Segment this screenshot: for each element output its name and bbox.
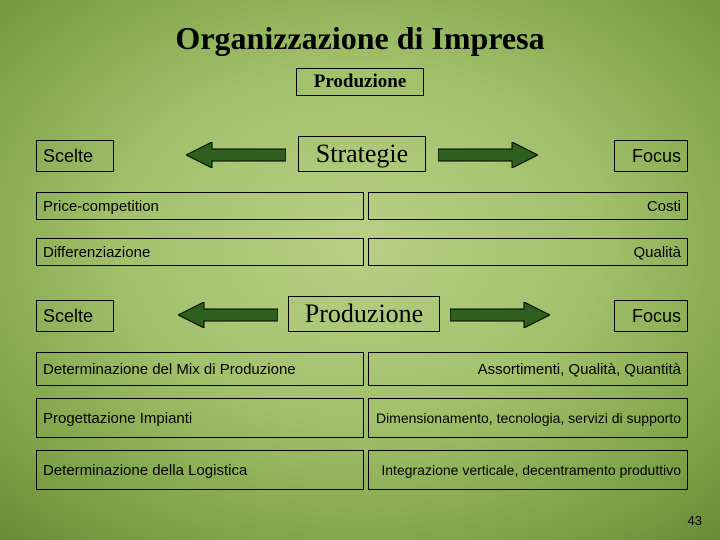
s1-focus-box: Focus [614,140,688,172]
s2-r0-right: Assortimenti, Qualità, Quantità [478,361,681,378]
table-row: Price-competition [36,192,364,220]
s2-r2-right: Integrazione verticale, decentramento pr… [381,462,681,478]
table-row: Differenziazione [36,238,364,266]
s1-r0-left: Price-competition [43,198,159,215]
arrow-left-icon [178,302,278,328]
s1-center-box: Strategie [298,136,426,172]
table-row: Determinazione del Mix di Produzione [36,352,364,386]
s2-focus-label: Focus [632,306,681,327]
s1-center-label: Strategie [316,139,408,169]
slide: { "title": "Organizzazione di Impresa", … [0,0,720,540]
s2-r1-left: Progettazione Impianti [43,410,192,427]
s2-r1-right: Dimensionamento, tecnologia, servizi di … [376,410,681,426]
s1-scelte-box: Scelte [36,140,114,172]
subheader-text: Produzione [314,71,407,93]
subheader-box: Produzione [296,68,424,96]
table-row: Dimensionamento, tecnologia, servizi di … [368,398,688,438]
s2-focus-box: Focus [614,300,688,332]
s1-r1-left: Differenziazione [43,244,150,261]
arrow-right-icon [438,142,538,168]
s1-focus-label: Focus [632,146,681,167]
s1-r0-right: Costi [647,198,681,215]
s2-center-label: Produzione [305,299,423,329]
s2-scelte-label: Scelte [43,306,93,327]
arrow-left-icon [186,142,286,168]
s2-center-box: Produzione [288,296,440,332]
table-row: Costi [368,192,688,220]
table-row: Integrazione verticale, decentramento pr… [368,450,688,490]
s1-scelte-label: Scelte [43,146,93,167]
table-row: Progettazione Impianti [36,398,364,438]
s1-r1-right: Qualità [633,244,681,261]
slide-title: Organizzazione di Impresa [0,20,720,57]
s2-r2-left: Determinazione della Logistica [43,462,247,479]
arrow-right-icon [450,302,550,328]
table-row: Determinazione della Logistica [36,450,364,490]
s2-scelte-box: Scelte [36,300,114,332]
s2-r0-left: Determinazione del Mix di Produzione [43,361,296,378]
table-row: Assortimenti, Qualità, Quantità [368,352,688,386]
table-row: Qualità [368,238,688,266]
page-number: 43 [688,513,702,528]
